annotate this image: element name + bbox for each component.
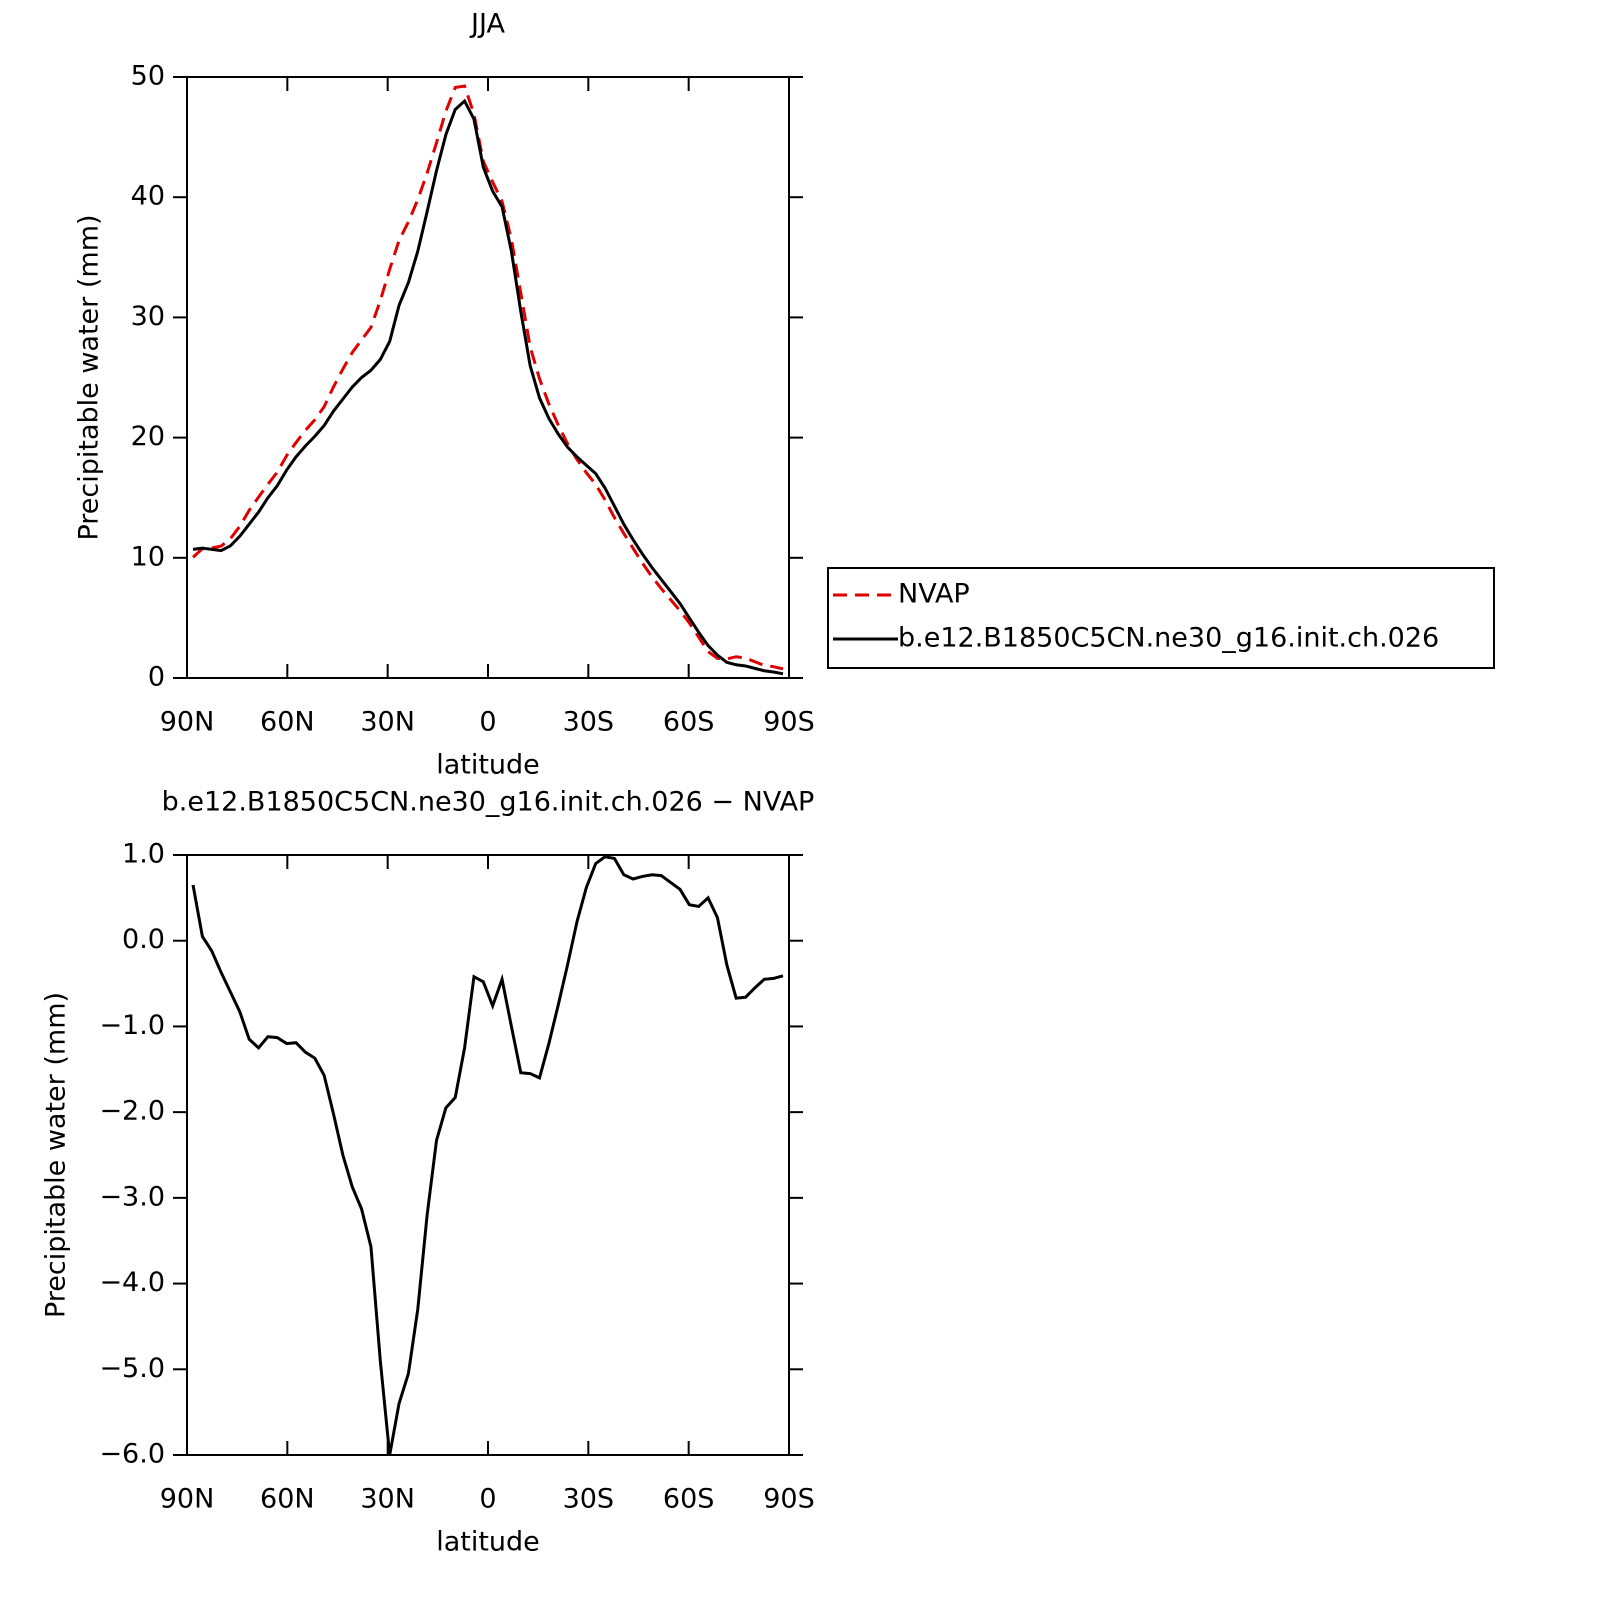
y-tick-label: 10 [131,541,165,572]
y-tick-label: −5.0 [99,1353,165,1384]
data-line [192,98,784,676]
x-tick-label: 90N [160,707,215,738]
x-tick-label: 30N [360,707,415,738]
x-tick-label: 60N [260,1484,315,1515]
y-tick-label: 0.0 [122,924,165,955]
data-line [191,855,784,1456]
y-axis-label: Precipitable water (mm) [74,214,105,540]
x-tick-label: 90S [763,1484,815,1515]
y-tick-label: −1.0 [99,1010,165,1041]
x-tick-label: 90N [160,1484,215,1515]
x-tick-label: 90S [763,707,815,738]
y-tick-label: 50 [131,61,165,92]
legend-box [827,567,1495,669]
legend-label: NVAP [898,579,970,610]
y-tick-label: 20 [131,421,165,452]
y-tick-label: 1.0 [122,839,165,870]
x-tick-label: 30S [563,707,615,738]
y-tick-label: −6.0 [99,1439,165,1470]
data-line [192,84,784,671]
plot-frame [186,76,790,679]
y-tick-label: 40 [131,181,165,212]
y-tick-label: −2.0 [99,1096,165,1127]
chart-title: b.e12.B1850C5CN.ne30_g16.init.ch.026 − N… [162,787,815,818]
chart-title: JJA [469,9,505,40]
x-tick-label: 60N [260,707,315,738]
y-tick-label: −4.0 [99,1267,165,1298]
x-axis-label: latitude [436,750,540,781]
legend-label: b.e12.B1850C5CN.ne30_g16.init.ch.026 [898,623,1439,654]
x-tick-label: 30S [563,1484,615,1515]
y-tick-label: 0 [148,662,165,693]
x-tick-label: 60S [663,707,715,738]
plot-frame [186,854,790,1456]
x-tick-label: 0 [479,707,496,738]
x-tick-label: 60S [663,1484,715,1515]
y-tick-label: −3.0 [99,1181,165,1212]
x-axis-label: latitude [436,1527,540,1558]
y-axis-label: Precipitable water (mm) [41,992,72,1318]
x-tick-label: 30N [360,1484,415,1515]
x-tick-label: 0 [479,1484,496,1515]
y-tick-label: 30 [131,301,165,332]
